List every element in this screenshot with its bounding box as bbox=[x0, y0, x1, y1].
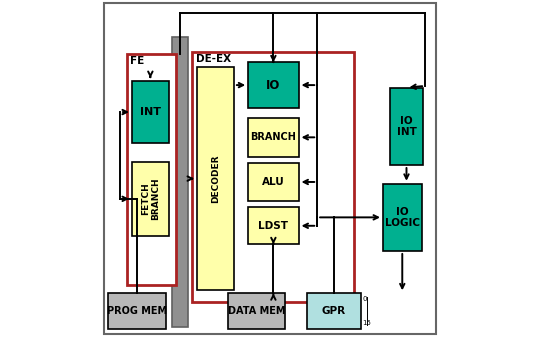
FancyBboxPatch shape bbox=[127, 54, 176, 285]
Text: BRANCH: BRANCH bbox=[251, 132, 296, 142]
Text: FE: FE bbox=[130, 56, 144, 66]
Text: FETCH
BRANCH: FETCH BRANCH bbox=[140, 178, 160, 220]
Text: INT: INT bbox=[140, 107, 161, 117]
Text: LDST: LDST bbox=[258, 221, 288, 231]
Text: PROG MEM: PROG MEM bbox=[107, 306, 167, 316]
FancyBboxPatch shape bbox=[307, 293, 361, 329]
FancyBboxPatch shape bbox=[192, 52, 354, 302]
FancyBboxPatch shape bbox=[248, 62, 299, 108]
Text: IO
LOGIC: IO LOGIC bbox=[385, 207, 420, 228]
Text: 15: 15 bbox=[363, 320, 372, 326]
FancyBboxPatch shape bbox=[228, 293, 285, 329]
Text: DECODER: DECODER bbox=[211, 154, 220, 203]
Text: IO: IO bbox=[266, 79, 281, 92]
FancyBboxPatch shape bbox=[104, 3, 436, 334]
FancyBboxPatch shape bbox=[248, 207, 299, 244]
FancyBboxPatch shape bbox=[197, 67, 234, 290]
Text: IO
INT: IO INT bbox=[396, 116, 416, 137]
FancyBboxPatch shape bbox=[132, 162, 169, 236]
Text: GPR: GPR bbox=[322, 306, 346, 316]
FancyBboxPatch shape bbox=[248, 163, 299, 201]
FancyBboxPatch shape bbox=[390, 88, 423, 165]
FancyBboxPatch shape bbox=[248, 118, 299, 157]
Text: 0: 0 bbox=[363, 296, 367, 302]
FancyBboxPatch shape bbox=[383, 184, 422, 251]
Text: ALU: ALU bbox=[262, 177, 285, 187]
Text: DATA MEM: DATA MEM bbox=[228, 306, 285, 316]
FancyBboxPatch shape bbox=[108, 293, 166, 329]
FancyBboxPatch shape bbox=[132, 81, 169, 143]
Text: DE-EX: DE-EX bbox=[196, 54, 231, 64]
FancyBboxPatch shape bbox=[172, 37, 188, 327]
